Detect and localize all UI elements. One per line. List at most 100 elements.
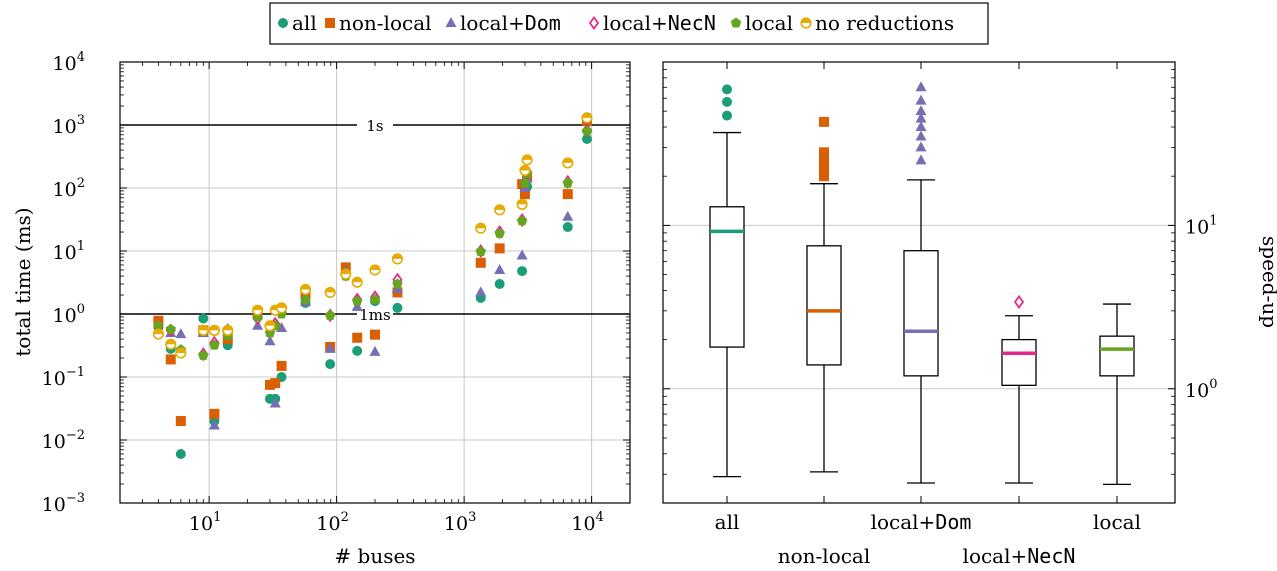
legend-item-local-dom: local+Dom (445, 11, 561, 35)
y-tick-label: 100 (1185, 377, 1217, 402)
point-local-dom (324, 342, 336, 353)
box-iqr (806, 245, 842, 366)
point-non-local (475, 257, 486, 268)
point-all (494, 278, 505, 289)
point-local (209, 339, 220, 350)
point-local-dom (175, 328, 187, 339)
x-axis-label: # buses (334, 544, 415, 568)
outlier (819, 147, 829, 158)
box-local (1099, 303, 1135, 486)
point-no-reductions (516, 198, 528, 210)
point-local (351, 295, 363, 306)
legend-item-local: local (730, 11, 793, 35)
point-no-reductions (264, 320, 276, 332)
point-non-local (494, 243, 505, 254)
point-no-reductions (475, 222, 487, 234)
point-non-local (519, 189, 530, 200)
x-tick-label: 103 (444, 510, 476, 535)
box-all (709, 84, 745, 478)
box-non-local (806, 116, 842, 473)
point-non-local (165, 354, 176, 365)
outlier (722, 96, 732, 107)
box-iqr (709, 206, 745, 348)
category-label-all: all (715, 510, 740, 534)
point-local-dom (369, 345, 381, 356)
legend-item-local-necn: local+NecN (588, 11, 716, 35)
legend-label-local: local (745, 11, 793, 35)
outlier (915, 130, 927, 141)
outlier (915, 81, 927, 92)
box-local-dom (903, 81, 939, 484)
outlier (915, 94, 927, 105)
reference-line-label: 1ms (359, 306, 390, 324)
box-local-necn (1001, 294, 1037, 484)
point-no-reductions (175, 347, 187, 359)
box-iqr (1099, 335, 1135, 377)
point-no-reductions (494, 204, 506, 216)
point-no-reductions (222, 324, 234, 336)
point-local (519, 177, 531, 188)
outlier (915, 141, 927, 152)
point-non-local (270, 378, 281, 389)
legend-marker-non-local (325, 18, 335, 28)
point-local-dom (516, 249, 528, 260)
outlier (915, 154, 927, 165)
outlier (1013, 294, 1025, 309)
point-no-reductions (521, 154, 533, 166)
y-tick-label: 102 (53, 176, 85, 201)
legend-marker-local-dom (445, 17, 457, 27)
outlier (915, 112, 927, 123)
point-no-reductions (275, 302, 288, 314)
point-local-dom (269, 397, 281, 408)
legend-item-all: all (278, 11, 317, 35)
point-non-local (175, 416, 186, 427)
y-tick-label: 104 (53, 50, 85, 75)
point-no-reductions (351, 276, 363, 288)
y-tick-label: 101 (53, 239, 85, 264)
speedup-axis-label: speed-up (1258, 236, 1277, 328)
point-non-local (264, 379, 275, 390)
outlier (819, 171, 829, 182)
point-local (494, 227, 505, 238)
point-local (562, 177, 573, 188)
point-local-dom (494, 263, 506, 274)
point-no-reductions (581, 112, 593, 124)
outlier (915, 121, 927, 132)
point-local (475, 246, 486, 256)
y-tick-label: 10−3 (42, 491, 85, 516)
legend-item-non-local: non-local (325, 11, 432, 35)
legend: all non-local local+Dom local+NecN local no r… (269, 2, 989, 45)
point-no-reductions (324, 286, 336, 299)
legend-marker-no-reductions (800, 17, 812, 29)
point-local (369, 293, 381, 304)
box-plot-area (662, 61, 1176, 504)
point-no-reductions (299, 283, 312, 296)
point-local (153, 320, 164, 331)
outlier (819, 152, 829, 163)
legend-box (269, 2, 989, 45)
point-all (325, 359, 336, 370)
point-all (517, 266, 528, 277)
outlier (819, 158, 829, 169)
point-no-reductions (562, 157, 574, 169)
box-iqr (1001, 338, 1037, 386)
point-local (324, 309, 336, 320)
point-no-reductions (251, 304, 264, 316)
legend-label-non-local: non-local (339, 11, 432, 35)
point-local-dom (475, 286, 487, 297)
point-no-reductions (165, 338, 177, 350)
x-tick-label: 101 (189, 510, 221, 535)
legend-marker-all (278, 18, 288, 28)
point-non-local (370, 329, 380, 340)
point-local (516, 215, 528, 226)
point-no-reductions (208, 324, 220, 336)
x-tick-label: 104 (571, 510, 603, 535)
point-all (352, 345, 363, 356)
point-no-reductions (197, 324, 209, 336)
y-axis-label: total time (ms) (11, 207, 35, 356)
point-no-reductions (519, 164, 531, 177)
y-tick-label: 101 (1185, 213, 1217, 238)
legend-label-local-dom: local+Dom (460, 11, 561, 35)
point-all (582, 133, 593, 144)
